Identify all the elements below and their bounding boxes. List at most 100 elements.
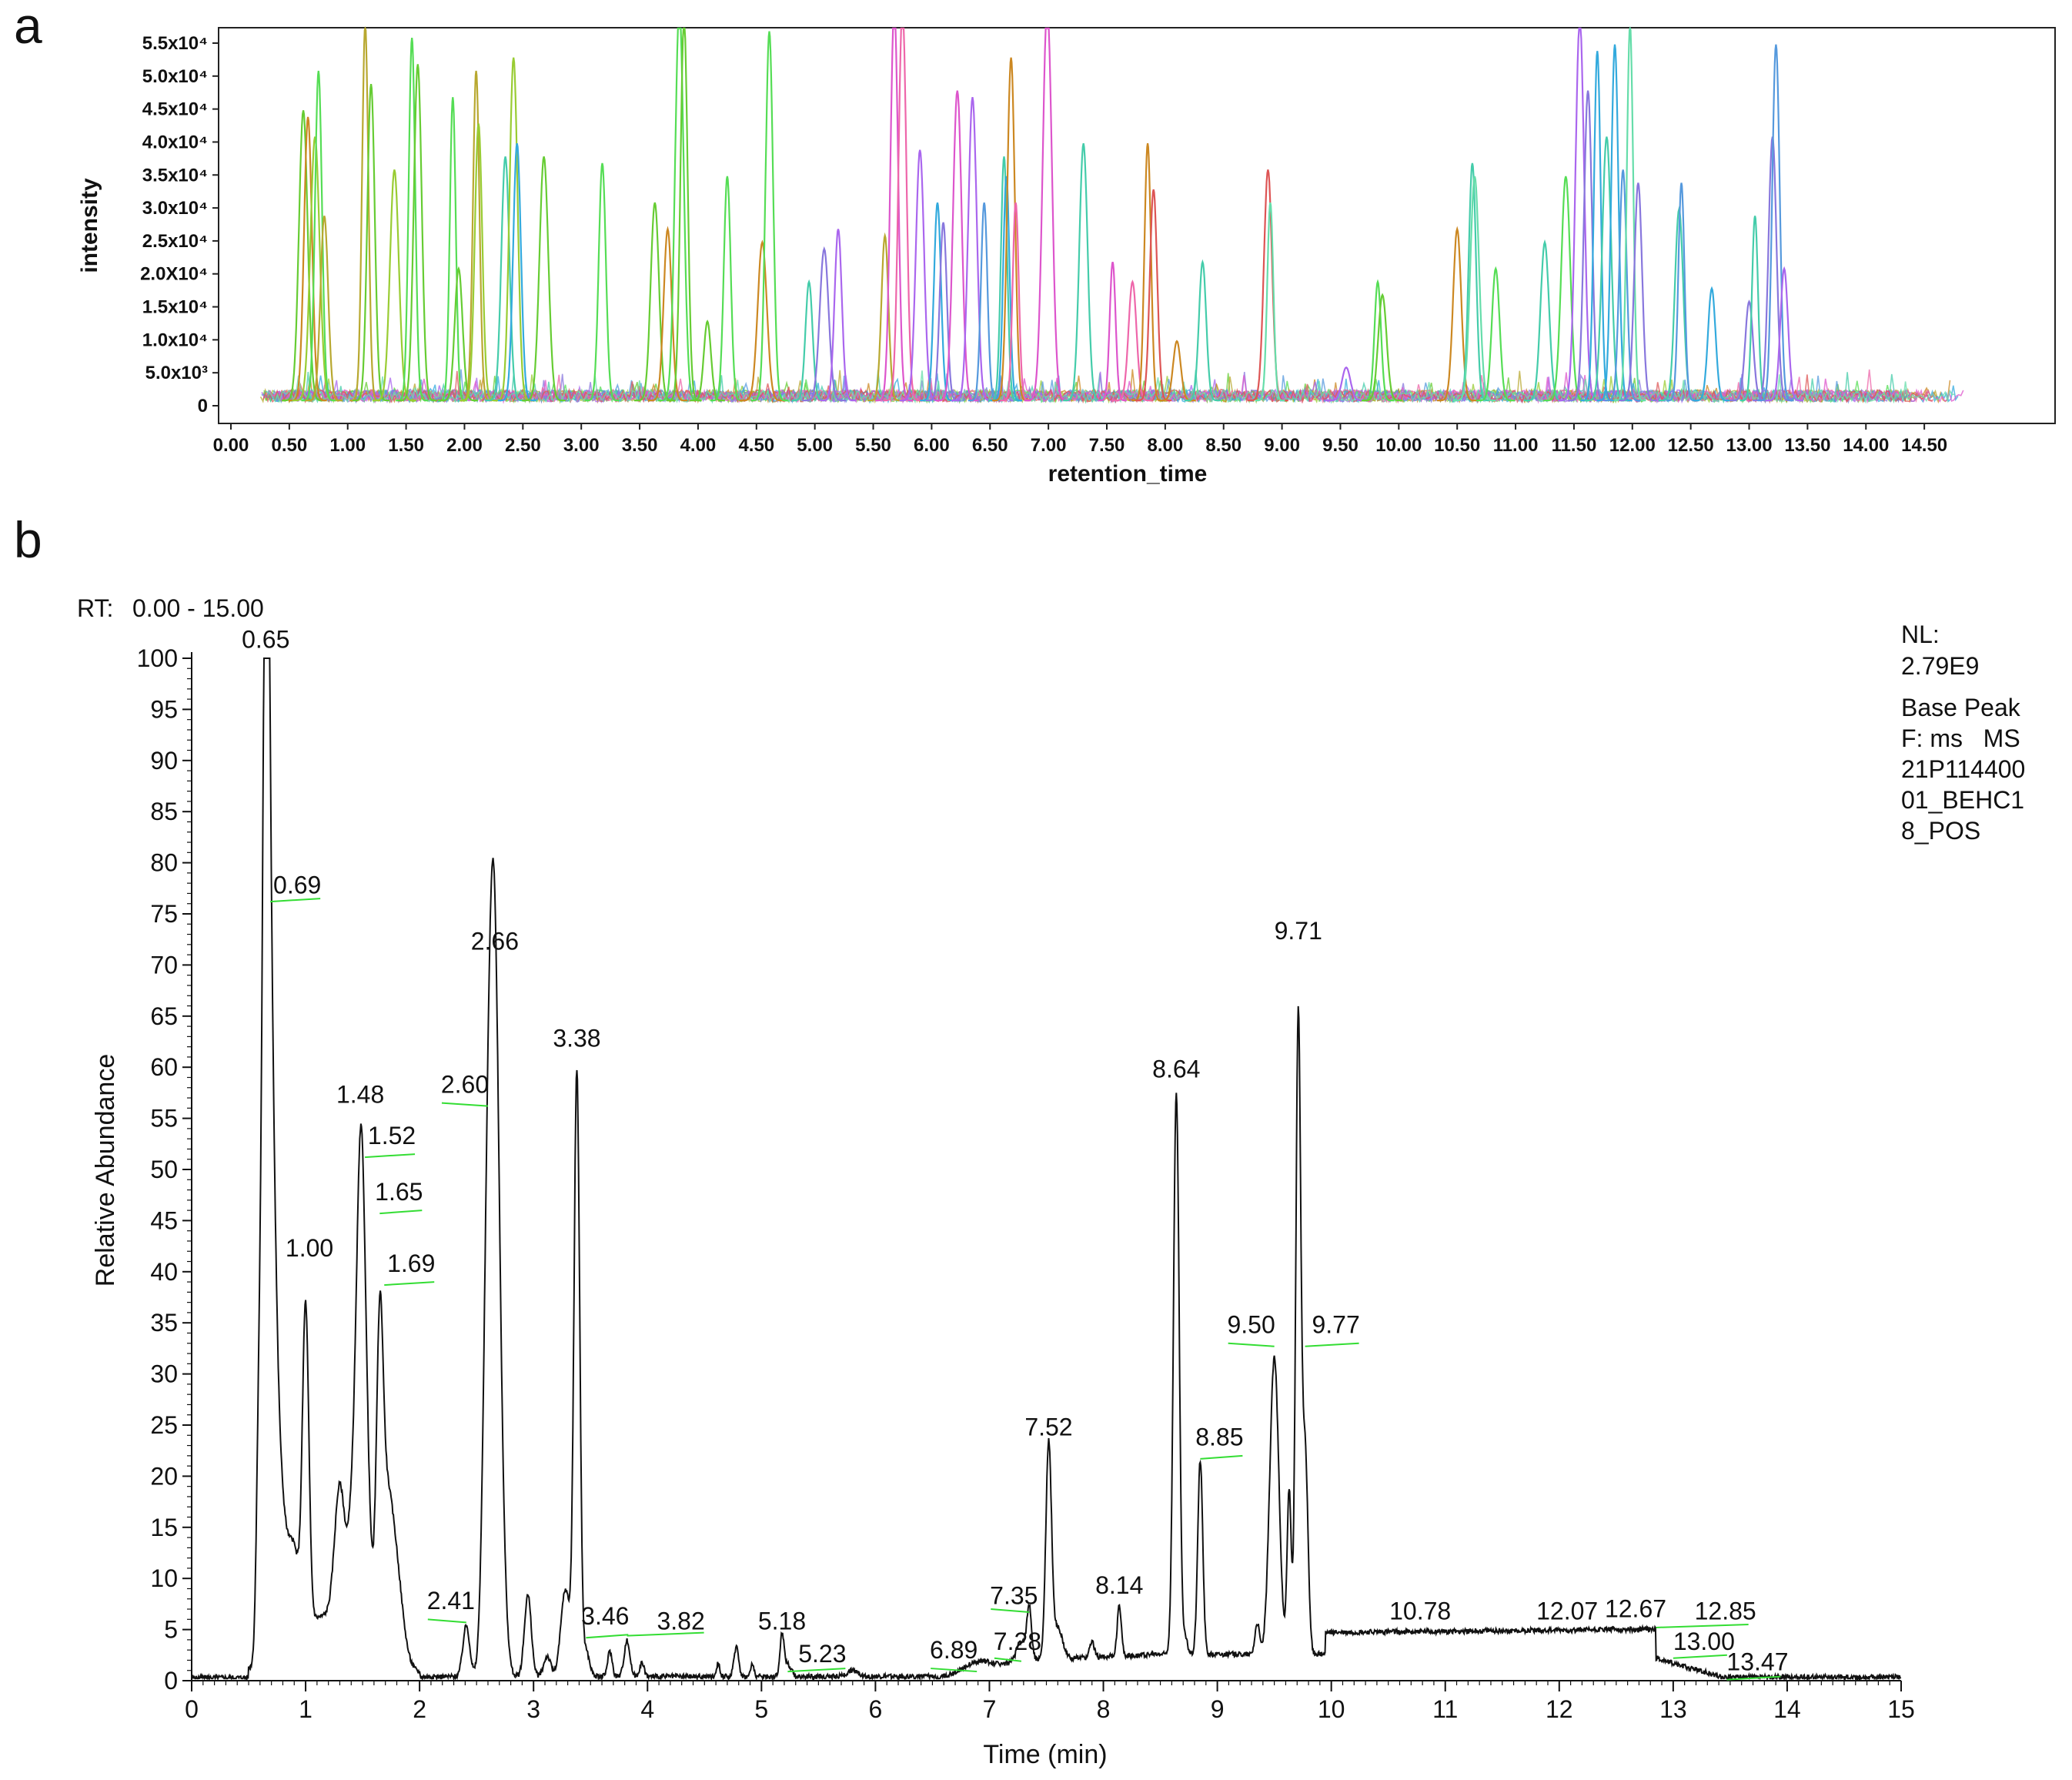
- peak-label-leader: [991, 1608, 1030, 1614]
- chart-a-x-tick-label: 8.50: [1205, 435, 1242, 456]
- peak-label-leader: [994, 1657, 1022, 1662]
- chart-a-x-tick-label: 11.00: [1493, 435, 1539, 456]
- chart-a-peak: [802, 246, 847, 402]
- chart-a-peak: [438, 97, 467, 402]
- chart-b-x-tick-label: 4: [640, 1695, 654, 1723]
- peak-label: 7.35: [990, 1581, 1038, 1609]
- chart-b-y-tick-label: 50: [150, 1156, 178, 1183]
- peak-label: 12.85: [1695, 1597, 1756, 1624]
- peak-label-leader: [1673, 1654, 1727, 1659]
- chart-b-x-label: Time (min): [983, 1740, 1107, 1769]
- chart-a-peak: [1765, 266, 1803, 402]
- chart-a-peak: [584, 162, 620, 402]
- peak-label: 9.71: [1275, 917, 1322, 945]
- chart-b-y-tick-label: 0: [164, 1667, 178, 1695]
- peak-label: 1.69: [387, 1250, 435, 1277]
- chart-a-x-tick-label: 6.00: [914, 435, 950, 456]
- chart-b-x-tick-label: 0: [185, 1695, 199, 1723]
- chart-a-peak: [1255, 202, 1285, 402]
- chart-a-peak: [899, 149, 941, 402]
- rt-prefix: RT:: [77, 594, 113, 622]
- chart-a-peak: [288, 116, 327, 402]
- chart-a-x-tick-label: 7.00: [1031, 435, 1067, 456]
- chart-a-peak: [875, 27, 913, 402]
- peak-label: 1.65: [375, 1178, 423, 1206]
- chart-a-peak: [1063, 142, 1105, 402]
- info-base-peak: Base Peak: [1901, 694, 2021, 721]
- peak-label-leader: [787, 1668, 846, 1673]
- peak-label: 10.78: [1389, 1597, 1451, 1624]
- chart-a-x-tick-label: 13.00: [1726, 435, 1773, 456]
- peak-label-leader: [441, 1102, 489, 1107]
- chart-a-peak: [301, 70, 336, 402]
- chart-a-peak: [1568, 90, 1607, 402]
- peak-label: 12.67: [1605, 1595, 1666, 1623]
- peak-label: 13.00: [1673, 1628, 1735, 1655]
- chart-a-peak: [349, 25, 381, 402]
- chart-a-x-tick-label: 7.50: [1089, 435, 1125, 456]
- chart-b-y-tick-label: 55: [150, 1105, 178, 1133]
- chart-a-y-tick-label: 5.0x10⁴: [142, 66, 208, 87]
- info-file-2: 01_BEHC1: [1901, 786, 2024, 814]
- chart-a-peak: [1619, 182, 1657, 402]
- chart-b-y-tick-label: 10: [150, 1564, 178, 1592]
- peak-label-leader: [586, 1634, 629, 1639]
- peak-label-leader: [1228, 1342, 1275, 1347]
- peak-label: 8.85: [1195, 1424, 1243, 1451]
- chart-a-x-tick-label: 1.00: [329, 435, 366, 456]
- peak-label-leader: [627, 1631, 704, 1637]
- peak-label-leader: [379, 1210, 423, 1215]
- chart-b-trace: [191, 657, 1902, 1682]
- chart-a-x-tick-label: 14.50: [1901, 435, 1947, 456]
- chart-b-y-tick-label: 30: [150, 1360, 178, 1388]
- chart-a-y-tick-label: 0: [198, 396, 208, 417]
- chart-a-peak: [1523, 239, 1566, 402]
- info-box: NL: 2.79E9 Base Peak F: ms MS 21P114400 …: [1901, 621, 2025, 845]
- peak-label: 8.64: [1152, 1055, 1200, 1082]
- chart-a-x-tick-label: 6.50: [972, 435, 1008, 456]
- chart-b-axes: [187, 652, 1902, 1685]
- chart-a-peak: [1580, 51, 1614, 402]
- chart-b-y-tick-label: 100: [137, 644, 178, 672]
- chart-b-x-tick-label: 3: [526, 1695, 540, 1723]
- chart-b-y-tick-label: 65: [150, 1002, 178, 1030]
- chart-a-x-tick-label: 0.50: [272, 435, 308, 456]
- chart-a-peak: [647, 226, 688, 402]
- chart-b-y-tick-label: 70: [150, 951, 178, 979]
- peak-label: 2.41: [427, 1587, 475, 1614]
- chart-a-peak: [1131, 143, 1164, 402]
- chart-a-y-tick-label: 2.5x10⁴: [142, 231, 208, 252]
- chart-b-x-tick-label: 11: [1432, 1695, 1458, 1723]
- chart-b-y-tick-label: 35: [150, 1309, 178, 1337]
- chart-b: 0510152025303540455055606570758085909510…: [91, 626, 1915, 1769]
- chart-a-peak: [992, 57, 1030, 402]
- chart-a-peak: [750, 31, 788, 402]
- peak-label-leader: [1656, 1623, 1749, 1628]
- chart-a-peak: [439, 266, 478, 402]
- peak-label-leader: [364, 1153, 416, 1159]
- chart-a-peak: [282, 110, 325, 402]
- chart-a-y-tick-label: 5.5x10⁴: [142, 33, 208, 54]
- chart-a-peak: [1543, 176, 1588, 402]
- chart-b-x-tick-label: 13: [1659, 1695, 1687, 1723]
- rt-range: 0.00 - 15.00: [132, 594, 264, 622]
- chart-b-x-ticks: 0 1 2 3 4 5 6 7 8 9 10 11 12 13 14 15: [185, 1681, 1915, 1723]
- chart-a-x-label: retention_time: [1048, 461, 1208, 487]
- chart-a-y-tick-label: 3.0x10⁴: [142, 198, 208, 219]
- peak-label: 9.50: [1227, 1310, 1275, 1338]
- panel-a-letter: a: [14, 0, 42, 54]
- chart-a-peak: [460, 123, 496, 402]
- chart-b-y-tick-label: 60: [150, 1053, 178, 1081]
- info-filter: F: ms MS: [1901, 724, 2020, 752]
- chart-a-peak: [820, 229, 856, 402]
- chart-a-x-tick-label: 12.00: [1609, 435, 1656, 456]
- chart-a-peak: [1476, 266, 1516, 402]
- chart-a-peak: [988, 156, 1020, 402]
- chart-a-peak: [1614, 25, 1646, 402]
- peak-label: 0.65: [242, 626, 289, 654]
- chart-a-peak: [1098, 262, 1127, 402]
- info-file-3: 8_POS: [1901, 817, 1980, 845]
- chart-a-peak: [305, 216, 343, 402]
- chart-a-x-tick-label: 5.00: [797, 435, 833, 456]
